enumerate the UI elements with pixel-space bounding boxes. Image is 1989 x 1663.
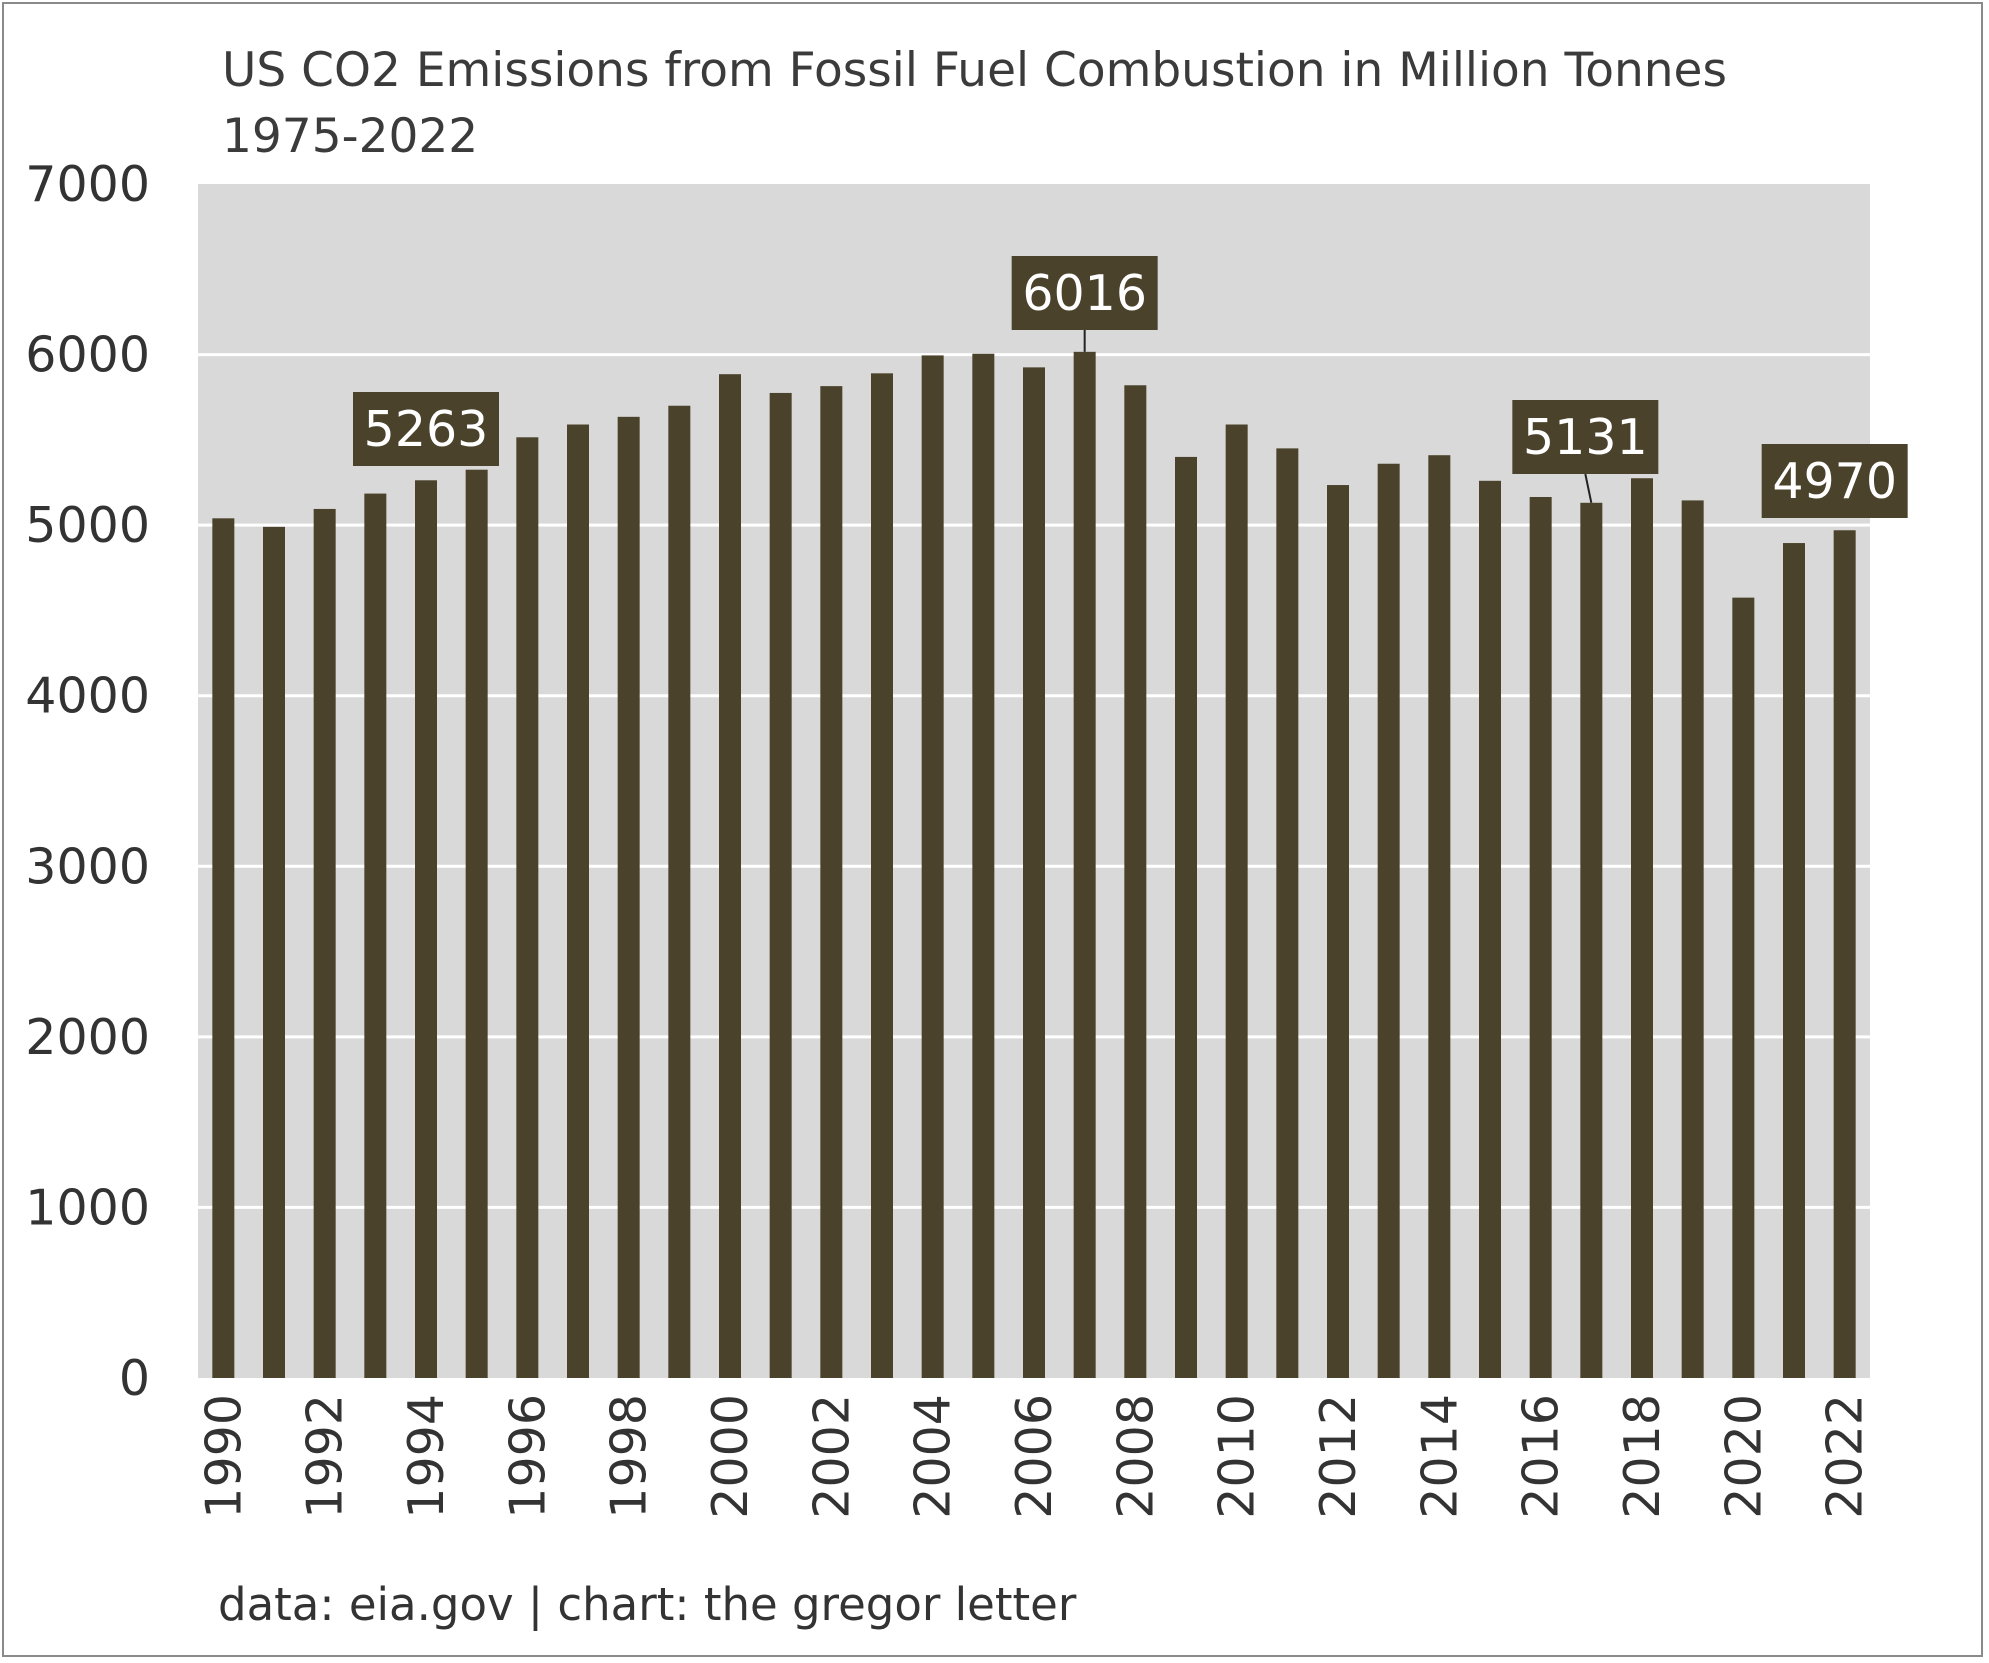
bar bbox=[1428, 455, 1451, 1378]
bar bbox=[263, 526, 285, 1378]
y-axis-tick-labels: 0 1000 2000 3000 4000 5000 6000 7000 bbox=[25, 156, 150, 1407]
x-tick-label: 2022 bbox=[1817, 1394, 1874, 1519]
bar bbox=[1124, 385, 1147, 1378]
bar bbox=[921, 355, 944, 1378]
bar bbox=[1073, 351, 1096, 1378]
callout-box bbox=[1011, 256, 1158, 330]
y-tick-label: 3000 bbox=[25, 838, 150, 895]
bar bbox=[1327, 485, 1349, 1378]
bar bbox=[1732, 597, 1755, 1378]
bar bbox=[1833, 530, 1856, 1378]
bar bbox=[567, 424, 589, 1378]
bar bbox=[769, 392, 792, 1378]
x-tick-label: 2000 bbox=[702, 1394, 759, 1519]
x-tick-label: 1994 bbox=[398, 1394, 455, 1519]
bar bbox=[364, 493, 387, 1378]
chart-subtitle: 1975-2022 bbox=[222, 109, 479, 164]
callout-box bbox=[353, 392, 499, 466]
bar bbox=[1529, 496, 1552, 1379]
x-tick-label: 2002 bbox=[803, 1394, 860, 1519]
x-axis-tick-labels: 1990 1992 1994 1996 1998 2000 2002 2004 2006 2008… bbox=[195, 1394, 1873, 1519]
bar bbox=[516, 437, 539, 1378]
x-tick-label: 2004 bbox=[905, 1394, 962, 1519]
x-tick-label: 2008 bbox=[1107, 1394, 1164, 1519]
callout-leader bbox=[1584, 473, 1593, 504]
bar bbox=[871, 373, 893, 1378]
callout-label: 6016 bbox=[1022, 265, 1147, 322]
x-tick-label: 1996 bbox=[499, 1394, 556, 1519]
callout-box bbox=[1761, 444, 1908, 518]
bar bbox=[1276, 448, 1299, 1378]
bar bbox=[1479, 480, 1501, 1378]
source-note: data: eia.gov | chart: the gregor letter bbox=[218, 1578, 1077, 1631]
bar bbox=[1580, 502, 1603, 1379]
bar bbox=[972, 353, 995, 1379]
y-tick-label: 1000 bbox=[25, 1179, 150, 1236]
bar bbox=[465, 469, 488, 1378]
bar bbox=[820, 386, 843, 1378]
x-tick-label: 2010 bbox=[1209, 1394, 1266, 1519]
x-tick-label: 2006 bbox=[1006, 1394, 1063, 1519]
y-tick-label: 6000 bbox=[25, 327, 150, 384]
callouts: 5263 6016 5131 4970 bbox=[353, 256, 1908, 518]
callout-box bbox=[1512, 400, 1659, 474]
x-tick-label: 1998 bbox=[601, 1394, 658, 1519]
y-tick-label: 5000 bbox=[25, 497, 150, 554]
bar bbox=[415, 480, 437, 1378]
bar bbox=[1681, 500, 1704, 1378]
chart-title-text: US CO2 Emissions from Fossil Fuel Combus… bbox=[222, 43, 1727, 98]
callout-label: 5263 bbox=[364, 401, 489, 458]
bar bbox=[1175, 456, 1197, 1378]
x-tick-label: 2020 bbox=[1715, 1394, 1772, 1519]
x-tick-label: 2016 bbox=[1513, 1394, 1570, 1519]
bar bbox=[668, 405, 691, 1378]
bar bbox=[719, 374, 741, 1378]
chart-title: US CO2 Emissions from Fossil Fuel Combus… bbox=[222, 38, 1727, 170]
x-tick-label: 1990 bbox=[195, 1394, 252, 1519]
x-tick-label: 2018 bbox=[1614, 1394, 1671, 1519]
bar bbox=[1377, 463, 1400, 1378]
bar bbox=[1225, 424, 1248, 1378]
callout-label: 5131 bbox=[1523, 409, 1648, 466]
bar bbox=[313, 508, 336, 1378]
y-tick-label: 4000 bbox=[25, 668, 150, 725]
bar bbox=[1783, 543, 1805, 1378]
callout-label: 4970 bbox=[1772, 453, 1897, 510]
bar bbox=[1631, 478, 1653, 1378]
bar bbox=[1023, 367, 1045, 1379]
y-tick-label: 0 bbox=[119, 1350, 150, 1407]
x-tick-label: 2014 bbox=[1411, 1394, 1468, 1519]
y-tick-label: 7000 bbox=[25, 156, 150, 213]
x-tick-label: 2012 bbox=[1310, 1394, 1367, 1519]
x-tick-label: 1992 bbox=[297, 1394, 354, 1519]
bar bbox=[212, 518, 235, 1378]
bar bbox=[617, 416, 640, 1379]
bars bbox=[212, 351, 1856, 1379]
y-tick-label: 2000 bbox=[25, 1009, 150, 1066]
